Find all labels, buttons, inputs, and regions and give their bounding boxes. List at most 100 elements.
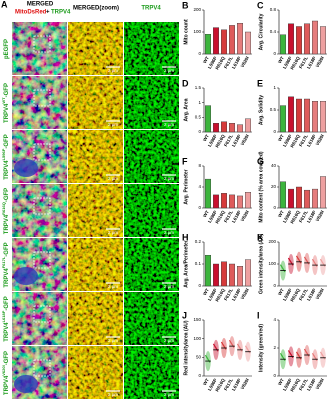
- micrograph-signal: [68, 184, 123, 237]
- micrograph-signal: [124, 76, 179, 129]
- bar: [320, 100, 327, 133]
- x-tick-label: L596P: [282, 378, 293, 392]
- y-axis-label: Avg. Circularity: [258, 13, 264, 50]
- x-tick-label: F617L: [223, 209, 234, 223]
- micrograph-signal: [124, 346, 179, 399]
- x-tick-label: L618P: [231, 134, 242, 148]
- scale-label: 2 µm: [164, 284, 174, 289]
- panel-letter: K: [257, 232, 264, 242]
- y-tick-label: 200: [193, 7, 201, 12]
- micrograph-signal: [68, 130, 123, 183]
- dot-point: [283, 270, 286, 273]
- scale-label: 2 µm: [164, 338, 174, 343]
- row-label-sup: V620I: [1, 365, 6, 375]
- micrograph-signal: [124, 130, 179, 183]
- bar: [320, 176, 327, 209]
- bar: [228, 194, 235, 209]
- header: TRPV4: [141, 6, 161, 12]
- bar: [304, 189, 311, 209]
- scale-label: 2 µm: [108, 392, 118, 397]
- y-tick-label: 20: [271, 184, 277, 189]
- x-tick-label: L618P: [306, 134, 317, 148]
- x-tick-label: WT: [202, 287, 210, 296]
- x-tick-label: V620I: [315, 56, 325, 69]
- y-tick-label: 0: [198, 129, 201, 134]
- y-tick-label: 1.5: [195, 85, 202, 90]
- x-tick-label: L596P: [207, 288, 218, 302]
- y-tick-label: 0: [273, 283, 276, 288]
- dot-point: [224, 348, 227, 350]
- x-tick-label: R616Q: [214, 287, 226, 302]
- row-label-base: TRPV4: [4, 103, 10, 123]
- x-tick-label: R616Q: [214, 55, 226, 70]
- x-tick-label: L596P: [282, 288, 293, 302]
- y-tick-label: 0: [273, 205, 276, 210]
- bar: [280, 105, 287, 133]
- x-tick-label: WT: [277, 133, 285, 142]
- x-tick-label: L618P: [306, 56, 317, 70]
- row-label: TRPV4L596P-GFP: [1, 134, 10, 179]
- panel-letter: F: [182, 156, 188, 166]
- x-tick-label: R616Q: [214, 133, 226, 148]
- y-tick-label: 4: [198, 184, 201, 189]
- row-label-base: TRPV4: [4, 214, 10, 234]
- bar: [244, 192, 251, 209]
- x-tick-label: V620I: [240, 378, 250, 391]
- micrograph-signal: [68, 292, 123, 345]
- row-label-sup: WT: [1, 97, 6, 104]
- bar: [220, 193, 227, 209]
- micrograph-signal: [68, 346, 123, 399]
- row-label: TRPV4V620I-GFP: [1, 351, 10, 395]
- y-tick-label: 0: [273, 373, 276, 378]
- y-tick-label: 100: [193, 336, 201, 341]
- row-label-suffix: -GFP: [4, 188, 10, 202]
- header: +: [46, 10, 50, 16]
- header: TRPV4: [51, 10, 71, 16]
- y-tick-label: 0.2: [195, 239, 202, 244]
- bar: [228, 263, 235, 287]
- dot-point: [307, 263, 310, 265]
- micrograph-signal: [124, 22, 179, 75]
- micrograph-signal: [68, 76, 123, 129]
- x-tick-label: R616Q: [289, 377, 301, 392]
- row-label-base: TRPV4: [4, 375, 10, 395]
- nucleus: [14, 375, 38, 393]
- y-tick-label: 0.5: [270, 107, 277, 112]
- scale-label: 2 µm: [108, 338, 118, 343]
- row-label-base: TRPV4: [4, 268, 10, 288]
- x-tick-label: L618P: [231, 288, 242, 302]
- panel-letter: G: [257, 156, 264, 166]
- dot-point: [323, 265, 326, 267]
- x-tick-label: WT: [277, 287, 285, 296]
- row-label-sup: F617L: [1, 256, 6, 268]
- x-tick-label: L596P: [282, 56, 293, 70]
- scale-label: 2 µm: [108, 230, 118, 235]
- y-tick-label: 0: [198, 373, 201, 378]
- row-label-base: TRPV4: [4, 322, 10, 342]
- y-axis-label: Intensity (green/red): [258, 324, 264, 372]
- header: MERGED: [27, 2, 54, 8]
- panel-letter: A: [1, 0, 8, 9]
- micrograph-signal: [124, 184, 179, 237]
- x-tick-label: V620I: [240, 288, 250, 301]
- header: MERGED(zoom): [73, 6, 119, 12]
- x-tick-label: F617L: [298, 209, 309, 223]
- bar: [296, 26, 303, 55]
- row-label-sup: L596P: [1, 148, 6, 160]
- x-tick-label: WT: [202, 377, 210, 386]
- bar: [244, 118, 251, 133]
- zoom-box: [33, 197, 51, 215]
- scale-label: 2 µm: [164, 68, 174, 73]
- row-label: TRPV4F617L-GFP: [1, 242, 10, 287]
- scale-label: 2 µm: [164, 176, 174, 181]
- x-tick-label: L618P: [231, 378, 242, 392]
- y-axis-label: Mito content (% area covered): [258, 151, 264, 222]
- x-tick-label: V620I: [315, 288, 325, 301]
- y-tick-label: 0: [273, 129, 276, 134]
- row-label-suffix: -GFP: [4, 242, 10, 256]
- dot-point: [248, 351, 251, 354]
- x-tick-label: F617L: [223, 55, 234, 69]
- bar: [312, 20, 319, 55]
- x-tick-label: V620I: [315, 378, 325, 391]
- dot-point: [291, 356, 294, 358]
